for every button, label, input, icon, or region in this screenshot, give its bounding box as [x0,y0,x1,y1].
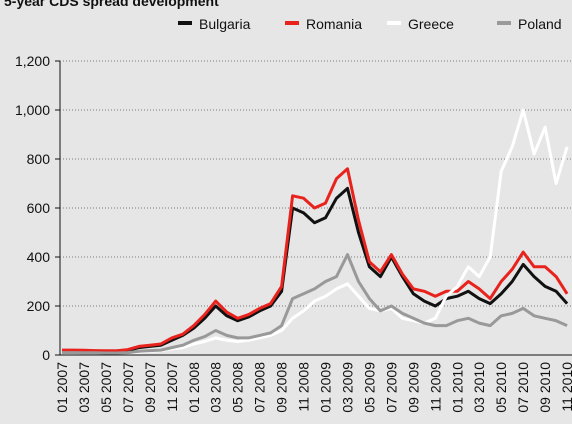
series-line [62,186,569,354]
x-tick-label: 07 2008 [252,362,268,413]
y-tick-label: 1,200 [15,53,50,69]
legend-label: Poland [518,16,562,32]
series-line [62,108,569,355]
x-tick-label: 05 2008 [230,362,246,413]
y-tick-label: 1,000 [15,102,50,118]
x-tick-label: 05 2007 [98,362,114,413]
x-tick-label: 05 2010 [493,362,509,413]
y-tick-label: 600 [27,200,51,216]
x-tick-label: 03 2010 [471,362,487,413]
legend-label: Bulgaria [199,16,251,32]
chart-title: 5-year CDS spread development [4,0,219,9]
y-tick-label: 0 [42,347,50,363]
legend-marker [497,21,511,25]
x-tick-label: 03 2007 [76,362,92,413]
x-tick-label: 01 2007 [54,362,70,413]
x-tick-label: 11 2008 [296,362,312,412]
x-tick-label: 07 2009 [383,362,399,413]
x-tick-label: 09 2008 [274,362,290,413]
x-tick-label: 01 2009 [318,362,334,413]
y-tick-label: 800 [27,151,51,167]
legend-marker [178,21,192,25]
legend-label: Romania [306,16,362,32]
x-tick-label: 01 2010 [449,362,465,413]
x-tick-label: 09 2010 [537,362,553,413]
x-tick-label: 11 2009 [427,362,443,412]
x-tick-label: 03 2008 [208,362,224,413]
x-tick-label: 09 2007 [142,362,158,413]
legend-marker [387,21,401,25]
series-line [62,167,569,353]
x-tick-label: 01 2008 [186,362,202,413]
x-tick-label: 11 2010 [559,362,572,412]
y-tick-label: 200 [27,298,51,314]
x-tick-label: 11 2007 [164,362,180,412]
x-tick-label: 09 2009 [405,362,421,413]
x-tick-label: 05 2009 [361,362,377,413]
x-tick-label: 07 2010 [515,362,531,413]
x-tick-label: 07 2007 [120,362,136,413]
y-tick-label: 400 [27,249,51,265]
legend-marker [285,21,299,25]
series-line [62,253,568,355]
legend-label: Greece [408,16,454,32]
x-tick-label: 03 2009 [339,362,355,413]
